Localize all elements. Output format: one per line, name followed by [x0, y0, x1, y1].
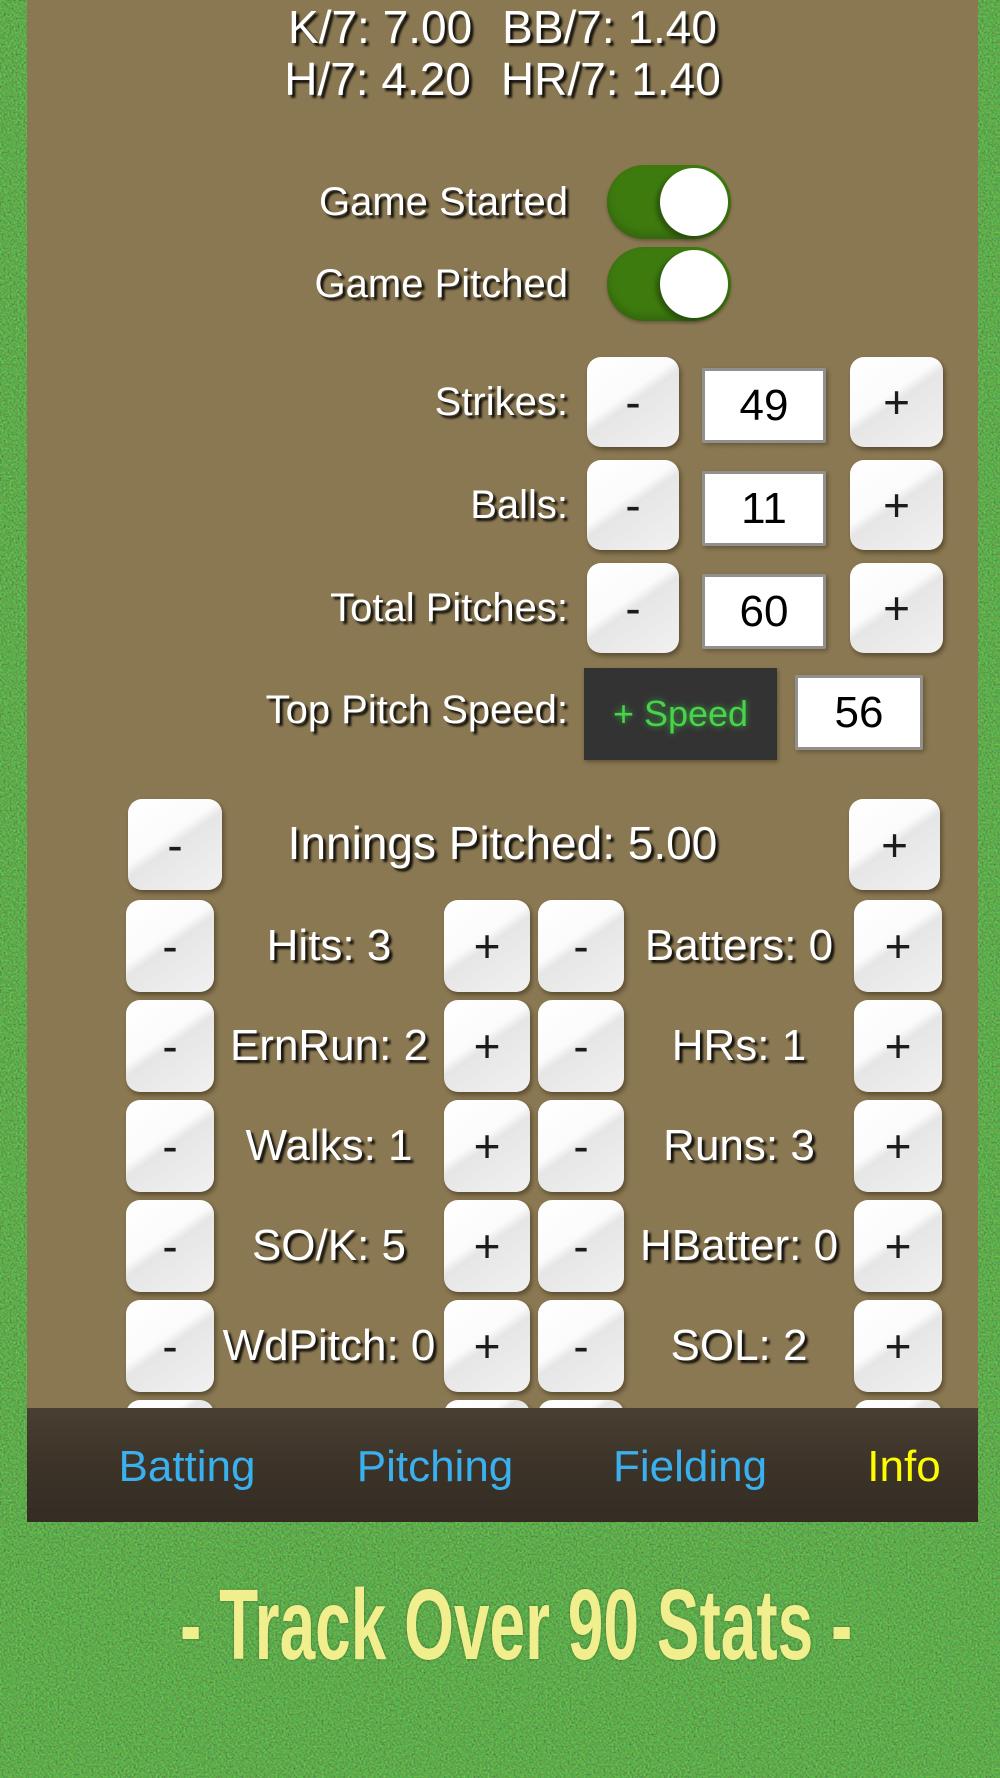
batters-minus-button[interactable]: - — [538, 900, 624, 992]
tab-info[interactable]: Info — [867, 1442, 941, 1491]
hbatter-label: HBatter: 0 — [639, 1221, 839, 1270]
tab-bar: Batting Pitching Fielding Info — [27, 1408, 978, 1522]
total-pitches-minus-button[interactable]: - — [587, 563, 679, 653]
sol-minus-button[interactable]: - — [538, 1300, 624, 1392]
tab-pitching[interactable]: Pitching — [356, 1442, 514, 1491]
total-pitches-label: Total Pitches: — [330, 586, 568, 630]
hits-plus-button[interactable]: + — [444, 900, 530, 992]
innings-pitched-label: Innings Pitched: 5.00 — [287, 817, 718, 869]
total-pitches-plus-button[interactable]: + — [850, 563, 943, 653]
strikes-label: Strikes: — [434, 380, 568, 424]
toggle-knob — [660, 250, 728, 318]
toggle-knob — [660, 168, 728, 236]
app-panel: K/7: 7.00 BB/7: 1.40 H/7: 4.20 HR/7: 1.4… — [27, 0, 978, 1522]
h7-stat: H/7: 4.20 — [284, 53, 471, 105]
batters-label: Batters: 0 — [644, 921, 834, 970]
balls-plus-button[interactable]: + — [850, 460, 943, 550]
game-pitched-toggle[interactable] — [607, 247, 731, 321]
bb7-stat: BB/7: 1.40 — [502, 1, 717, 53]
tab-batting[interactable]: Batting — [118, 1442, 256, 1491]
walks-minus-button[interactable]: - — [126, 1100, 214, 1192]
balls-value-input[interactable] — [702, 471, 826, 546]
innings-plus-button[interactable]: + — [849, 799, 940, 890]
runs-minus-button[interactable]: - — [538, 1100, 624, 1192]
footer-headline: - Track Over 90 Stats - — [180, 1569, 853, 1681]
hrs-label: HRs: 1 — [671, 1021, 807, 1070]
tab-fielding[interactable]: Fielding — [612, 1442, 768, 1491]
batters-plus-button[interactable]: + — [854, 900, 942, 992]
add-speed-button[interactable]: + Speed — [584, 668, 777, 760]
strikes-minus-button[interactable]: - — [587, 357, 679, 447]
runs-label: Runs: 3 — [663, 1121, 815, 1170]
hbatter-minus-button[interactable]: - — [538, 1200, 624, 1292]
ernrun-minus-button[interactable]: - — [126, 1000, 214, 1092]
wdpitch-label: WdPitch: 0 — [222, 1321, 436, 1370]
game-started-label: Game Started — [318, 180, 568, 224]
sol-label: SOL: 2 — [670, 1321, 808, 1370]
sok-plus-button[interactable]: + — [444, 1200, 530, 1292]
game-started-toggle[interactable] — [607, 165, 731, 239]
strikes-plus-button[interactable]: + — [850, 357, 943, 447]
hits-label: Hits: 3 — [266, 921, 392, 970]
wdpitch-minus-button[interactable]: - — [126, 1300, 214, 1392]
wdpitch-plus-button[interactable]: + — [444, 1300, 530, 1392]
sol-plus-button[interactable]: + — [854, 1300, 942, 1392]
rate-stats-line-1: K/7: 7.00 BB/7: 1.40 — [27, 2, 978, 52]
sok-minus-button[interactable]: - — [126, 1200, 214, 1292]
balls-minus-button[interactable]: - — [587, 460, 679, 550]
walks-label: Walks: 1 — [245, 1121, 413, 1170]
top-speed-value-input[interactable] — [795, 675, 923, 750]
walks-plus-button[interactable]: + — [444, 1100, 530, 1192]
strikes-value-input[interactable] — [702, 368, 826, 443]
runs-plus-button[interactable]: + — [854, 1100, 942, 1192]
k7-stat: K/7: 7.00 — [288, 1, 473, 53]
hbatter-plus-button[interactable]: + — [854, 1200, 942, 1292]
hrs-minus-button[interactable]: - — [538, 1000, 624, 1092]
ernrun-label: ErnRun: 2 — [229, 1021, 429, 1070]
hrs-plus-button[interactable]: + — [854, 1000, 942, 1092]
total-pitches-value-input[interactable] — [702, 574, 826, 649]
sok-label: SO/K: 5 — [251, 1221, 407, 1270]
hr7-stat: HR/7: 1.40 — [500, 53, 721, 105]
balls-label: Balls: — [470, 483, 568, 527]
rate-stats-line-2: H/7: 4.20 HR/7: 1.40 — [27, 54, 978, 104]
top-pitch-speed-label: Top Pitch Speed: — [265, 688, 568, 732]
game-pitched-label: Game Pitched — [314, 262, 568, 306]
ernrun-plus-button[interactable]: + — [444, 1000, 530, 1092]
hits-minus-button[interactable]: - — [126, 900, 214, 992]
